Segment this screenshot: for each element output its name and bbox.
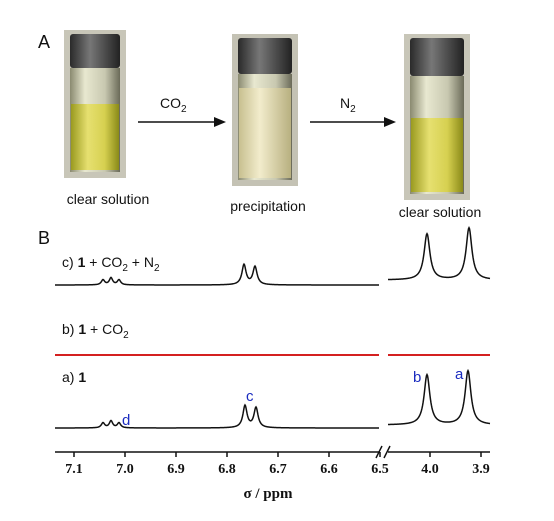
spectrum-label: b) 1 + CO2 [62, 321, 129, 341]
tick-label: 4.0 [421, 462, 439, 477]
tick-label: 7.1 [65, 462, 83, 477]
spectrum-label: a) 1 [62, 369, 86, 385]
arrow-label: CO2 [160, 95, 187, 115]
axis-label: σ / ppm [243, 486, 293, 502]
peak-label: c [246, 388, 254, 405]
panel-label: A [38, 32, 50, 52]
arrow-label: N2 [340, 95, 356, 115]
spectrum-line [387, 225, 491, 281]
spectrum-line [387, 368, 491, 426]
caption: clear solution [67, 191, 150, 207]
tick-label: 6.7 [269, 462, 287, 477]
vial-photo [64, 30, 126, 178]
axis [55, 445, 490, 459]
tick-label: 6.8 [218, 462, 236, 477]
peak-label: a [455, 366, 464, 383]
arrow [310, 117, 396, 127]
vial-photo [232, 34, 298, 186]
tick-label: 6.6 [320, 462, 338, 477]
peak-label: b [413, 369, 421, 386]
caption: clear solution [399, 204, 482, 220]
spectrum-line [55, 262, 379, 286]
spectrum-label: c) 1 + CO2 + N2 [62, 254, 160, 274]
peak-label: d [122, 412, 130, 429]
tick-label: 6.5 [371, 462, 389, 477]
vial-photo [404, 34, 470, 200]
tick-label: 6.9 [167, 462, 185, 477]
panel-label: B [38, 228, 50, 248]
tick-label: 3.9 [472, 462, 490, 477]
spectrum-line [55, 403, 379, 429]
arrow [138, 117, 226, 127]
caption: precipitation [230, 198, 306, 214]
tick-label: 7.0 [116, 462, 134, 477]
